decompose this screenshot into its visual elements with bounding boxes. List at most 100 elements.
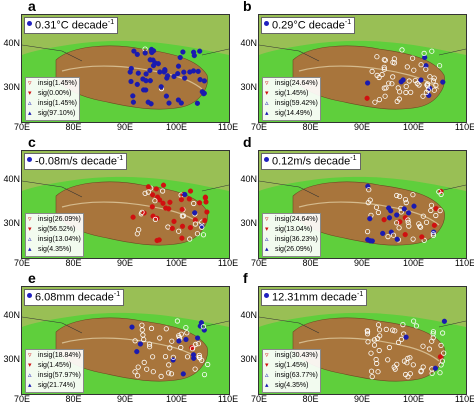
legend-percentage: (24.64%) bbox=[289, 80, 318, 87]
station-marker bbox=[158, 84, 164, 90]
insig-decrease-icon: ▿ bbox=[28, 80, 32, 87]
station-marker bbox=[390, 327, 396, 333]
latitude-tick-label: 30N bbox=[3, 82, 20, 92]
station-marker bbox=[169, 225, 175, 232]
legend-label: insig bbox=[38, 236, 53, 243]
insig-increase-icon: ▵ bbox=[265, 100, 269, 107]
station-marker bbox=[177, 54, 183, 61]
station-marker bbox=[390, 74, 396, 80]
station-marker bbox=[437, 354, 444, 360]
station-marker bbox=[367, 216, 373, 222]
station-marker bbox=[163, 326, 169, 332]
station-marker bbox=[406, 210, 412, 216]
station-marker bbox=[440, 79, 446, 85]
panel-letter: e bbox=[28, 270, 36, 286]
trend-value: -0.08m/s decade bbox=[35, 155, 117, 168]
longitude-tick-label: 80E bbox=[302, 122, 319, 132]
station-marker bbox=[411, 203, 417, 209]
insig-increase-icon: ▵ bbox=[28, 100, 32, 107]
legend-row: ▴ sig(97.10%) bbox=[28, 109, 77, 119]
station-marker bbox=[376, 347, 382, 354]
longitude-tick-label: 110E bbox=[454, 394, 474, 404]
station-marker bbox=[132, 338, 138, 344]
station-marker bbox=[411, 318, 417, 324]
station-marker bbox=[404, 64, 410, 70]
station-marker bbox=[371, 337, 378, 343]
station-marker bbox=[430, 232, 436, 239]
legend-row: ▴ sig(26.09%) bbox=[265, 245, 318, 255]
station-marker bbox=[186, 196, 192, 202]
station-marker bbox=[162, 68, 168, 74]
station-marker bbox=[167, 199, 173, 205]
legend-label: insig bbox=[275, 216, 290, 223]
station-marker bbox=[389, 81, 395, 87]
legend-label: insig bbox=[38, 352, 53, 359]
station-marker bbox=[437, 207, 443, 214]
insig-increase-icon: ▵ bbox=[265, 236, 269, 243]
station-marker bbox=[428, 202, 435, 208]
station-marker bbox=[143, 78, 149, 84]
legend-label: insig bbox=[275, 100, 290, 107]
legend-percentage: (26.09%) bbox=[283, 246, 313, 253]
legend-row: ▵ insig(1.45%) bbox=[28, 99, 77, 109]
legend-label: sig bbox=[38, 362, 47, 369]
station-marker bbox=[202, 217, 208, 224]
legend-percentage: (1.45%) bbox=[283, 90, 309, 97]
longitude-tick-label: 70E bbox=[13, 258, 31, 268]
station-marker bbox=[192, 217, 198, 223]
station-marker bbox=[140, 87, 147, 93]
station-marker bbox=[376, 327, 383, 333]
station-marker bbox=[142, 50, 148, 56]
station-marker bbox=[408, 89, 414, 95]
border-line bbox=[22, 316, 229, 334]
station-marker bbox=[383, 85, 389, 91]
legend-row: ▾ sig(0.00%) bbox=[28, 89, 77, 99]
longitude-tick-label: 110E bbox=[454, 258, 474, 268]
trend-title: 0.12m/s decade-1 bbox=[261, 153, 361, 170]
station-marker bbox=[372, 99, 378, 105]
station-marker bbox=[425, 81, 431, 87]
legend-percentage: (1.45%) bbox=[46, 362, 72, 369]
station-marker bbox=[365, 229, 371, 235]
panel-letter: b bbox=[243, 0, 252, 14]
station-marker bbox=[137, 341, 144, 347]
station-marker bbox=[399, 47, 405, 53]
longitude-tick-label: 80E bbox=[65, 394, 82, 404]
station-marker bbox=[437, 370, 443, 376]
terrain-map: 0.31°C decade-1 ▿ insig(1.45%) ▾ sig(0.00%) ▵… bbox=[21, 14, 230, 123]
station-marker bbox=[366, 187, 372, 193]
longitude-tick-label: 80E bbox=[302, 258, 319, 268]
station-marker bbox=[383, 326, 389, 333]
station-marker bbox=[197, 323, 203, 329]
legend-row: ▾ sig(13.04%) bbox=[265, 225, 318, 235]
latitude-tick-label: 40N bbox=[240, 174, 257, 184]
station-marker bbox=[201, 372, 208, 378]
legend-percentage: (1.45%) bbox=[283, 362, 309, 369]
station-marker bbox=[130, 93, 136, 99]
station-marker bbox=[165, 73, 171, 79]
station-marker bbox=[139, 327, 145, 333]
latitude-tick-label: 30N bbox=[240, 82, 257, 92]
panel-letter: f bbox=[243, 270, 248, 286]
longitude-tick-label: 70E bbox=[13, 122, 31, 132]
station-marker bbox=[374, 54, 380, 60]
station-marker bbox=[152, 216, 158, 223]
station-marker bbox=[157, 69, 163, 75]
station-marker bbox=[420, 213, 426, 219]
legend-row: ▵ insig(57.97%) bbox=[28, 371, 81, 381]
station-marker bbox=[153, 186, 159, 192]
station-marker bbox=[148, 325, 155, 332]
station-marker bbox=[402, 231, 408, 238]
station-marker bbox=[197, 200, 203, 206]
station-marker bbox=[425, 83, 431, 89]
legend-row: ▴ sig(21.74%) bbox=[28, 381, 81, 391]
legend-label: sig bbox=[38, 110, 47, 117]
station-marker bbox=[147, 344, 153, 350]
station-marker bbox=[433, 82, 439, 89]
legend-label: sig bbox=[275, 226, 284, 233]
station-marker bbox=[178, 100, 184, 106]
trend-unit-superscript: -1 bbox=[344, 19, 352, 26]
legend-percentage: (59.42%) bbox=[289, 100, 318, 107]
legend-row: ▿ insig(24.64%) bbox=[265, 79, 318, 89]
trend-unit-superscript: -1 bbox=[357, 291, 364, 298]
